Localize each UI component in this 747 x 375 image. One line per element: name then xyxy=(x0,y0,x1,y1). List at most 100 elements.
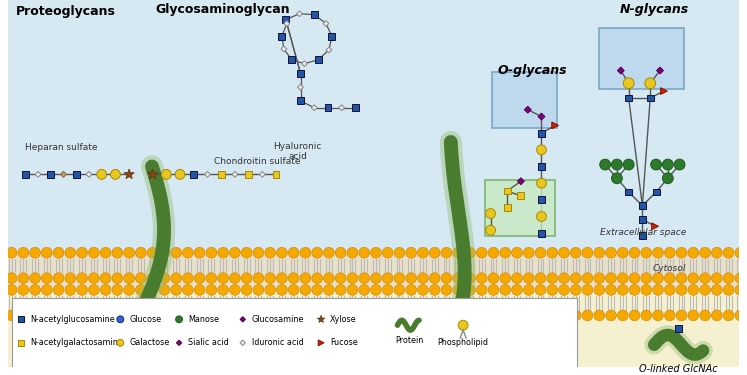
Circle shape xyxy=(100,273,111,284)
Circle shape xyxy=(77,285,87,296)
Circle shape xyxy=(486,225,495,235)
Circle shape xyxy=(486,209,495,218)
Circle shape xyxy=(465,248,475,258)
Circle shape xyxy=(645,78,656,88)
Circle shape xyxy=(653,273,663,284)
Circle shape xyxy=(676,310,687,321)
Circle shape xyxy=(124,285,134,296)
Circle shape xyxy=(711,310,722,321)
Circle shape xyxy=(406,285,417,296)
Circle shape xyxy=(629,248,640,258)
Circle shape xyxy=(500,285,511,296)
Circle shape xyxy=(524,273,534,284)
Circle shape xyxy=(735,310,746,321)
Circle shape xyxy=(453,310,464,321)
Bar xyxy=(22,171,28,178)
Polygon shape xyxy=(147,169,158,179)
Circle shape xyxy=(135,273,146,284)
Circle shape xyxy=(194,248,205,258)
Circle shape xyxy=(623,159,634,170)
Circle shape xyxy=(159,310,170,321)
Circle shape xyxy=(182,248,193,258)
Bar xyxy=(639,216,646,223)
Circle shape xyxy=(147,273,158,284)
Circle shape xyxy=(571,310,581,321)
Circle shape xyxy=(582,285,593,296)
Text: Extracellular space: Extracellular space xyxy=(600,228,686,237)
Circle shape xyxy=(477,273,487,284)
Bar xyxy=(7,0,740,250)
Circle shape xyxy=(6,310,17,321)
Circle shape xyxy=(97,170,107,179)
Circle shape xyxy=(100,310,111,321)
Circle shape xyxy=(711,248,722,258)
Circle shape xyxy=(453,285,464,296)
Circle shape xyxy=(617,273,628,284)
Circle shape xyxy=(559,273,569,284)
Circle shape xyxy=(723,273,734,284)
Text: Proteoglycans: Proteoglycans xyxy=(16,5,115,18)
Text: Xylose: Xylose xyxy=(330,315,356,324)
Circle shape xyxy=(524,285,534,296)
Circle shape xyxy=(371,285,381,296)
Circle shape xyxy=(441,285,452,296)
Text: Sialic acid: Sialic acid xyxy=(188,338,229,347)
Circle shape xyxy=(571,273,581,284)
Circle shape xyxy=(288,248,299,258)
Circle shape xyxy=(124,310,134,321)
Bar xyxy=(538,163,545,170)
Circle shape xyxy=(111,170,120,179)
Text: Phospholipid: Phospholipid xyxy=(438,338,489,347)
Circle shape xyxy=(300,285,311,296)
Circle shape xyxy=(335,310,346,321)
FancyBboxPatch shape xyxy=(485,180,555,236)
Polygon shape xyxy=(660,88,667,94)
Circle shape xyxy=(147,248,158,258)
FancyBboxPatch shape xyxy=(492,72,557,128)
Circle shape xyxy=(30,248,40,258)
Circle shape xyxy=(547,310,558,321)
Circle shape xyxy=(664,248,675,258)
Circle shape xyxy=(629,310,640,321)
Polygon shape xyxy=(240,316,246,322)
Circle shape xyxy=(453,273,464,284)
Text: Cytosol: Cytosol xyxy=(653,264,686,273)
Circle shape xyxy=(441,273,452,284)
Circle shape xyxy=(288,310,299,321)
Circle shape xyxy=(582,248,593,258)
Circle shape xyxy=(253,248,264,258)
Circle shape xyxy=(264,248,276,258)
Circle shape xyxy=(135,248,146,258)
Circle shape xyxy=(594,285,604,296)
Bar xyxy=(538,130,545,136)
Circle shape xyxy=(18,310,28,321)
Circle shape xyxy=(171,273,182,284)
Circle shape xyxy=(524,310,534,321)
Circle shape xyxy=(371,310,381,321)
Circle shape xyxy=(653,285,663,296)
Bar xyxy=(19,340,25,346)
Polygon shape xyxy=(651,223,659,230)
Circle shape xyxy=(641,248,651,258)
Bar xyxy=(675,325,682,332)
Circle shape xyxy=(535,248,546,258)
Circle shape xyxy=(406,310,417,321)
Circle shape xyxy=(664,273,675,284)
Circle shape xyxy=(664,310,675,321)
Circle shape xyxy=(171,248,182,258)
Circle shape xyxy=(253,310,264,321)
Circle shape xyxy=(147,310,158,321)
Bar xyxy=(218,171,225,178)
Circle shape xyxy=(6,248,17,258)
Circle shape xyxy=(135,310,146,321)
Circle shape xyxy=(218,285,229,296)
Circle shape xyxy=(723,285,734,296)
Bar xyxy=(279,33,285,40)
Polygon shape xyxy=(518,178,524,184)
Circle shape xyxy=(488,273,499,284)
Bar xyxy=(311,11,317,18)
Circle shape xyxy=(700,285,710,296)
Circle shape xyxy=(112,273,123,284)
Circle shape xyxy=(18,273,28,284)
Circle shape xyxy=(394,285,405,296)
